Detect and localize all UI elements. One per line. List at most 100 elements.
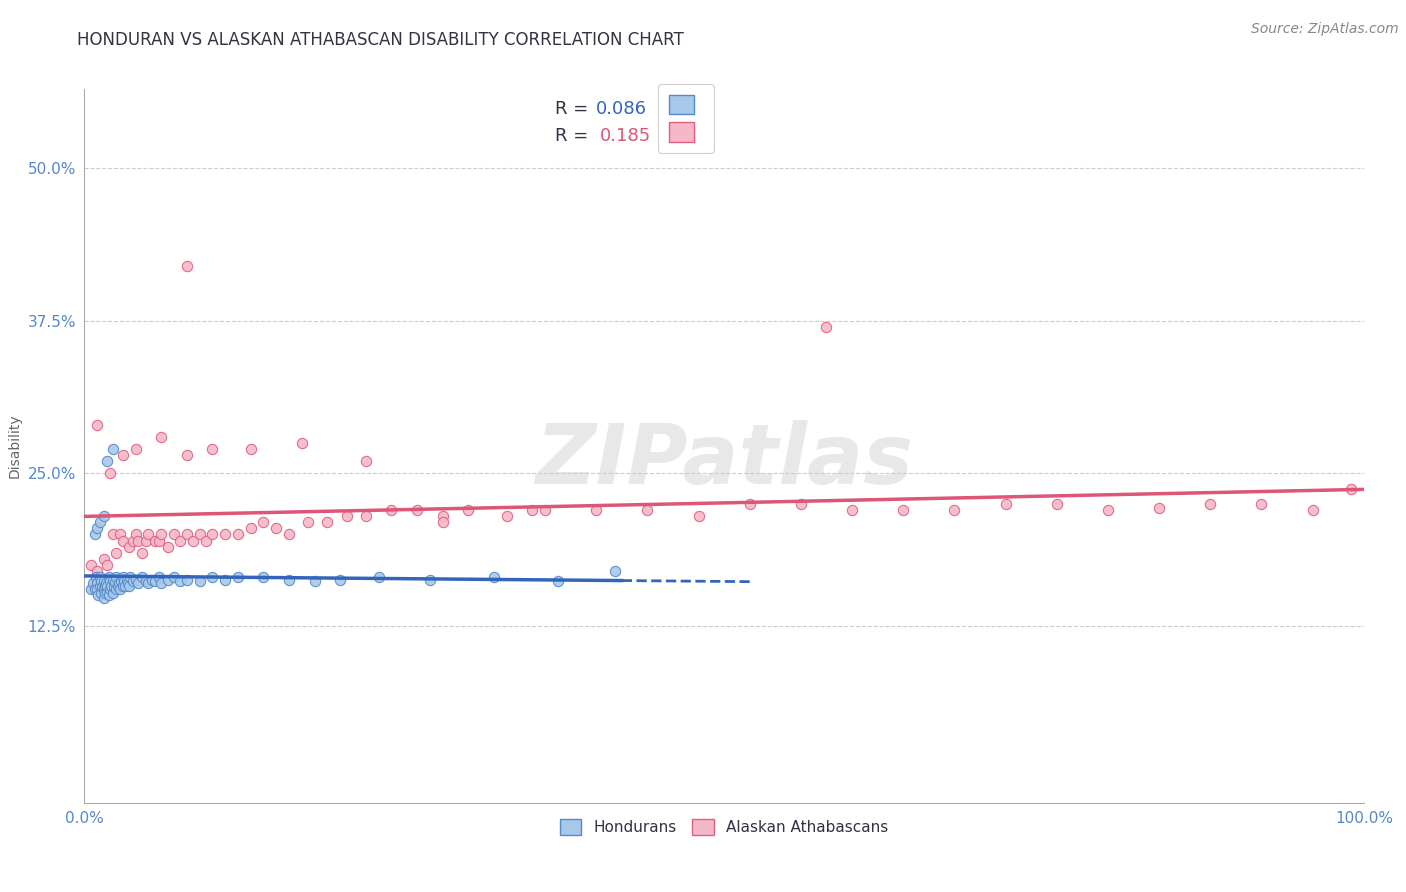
- Point: [97, 570, 120, 584]
- Point: [432, 509, 454, 524]
- Point: [107, 579, 129, 593]
- Point: [150, 527, 173, 541]
- Point: [150, 430, 173, 444]
- Point: [94, 579, 117, 593]
- Point: [943, 503, 966, 517]
- Text: ZIPatlas: ZIPatlas: [536, 420, 912, 500]
- Point: [89, 579, 111, 593]
- Point: [115, 573, 138, 587]
- Point: [83, 527, 105, 541]
- Point: [138, 576, 160, 591]
- Point: [80, 558, 103, 572]
- Point: [90, 574, 112, 588]
- Point: [80, 582, 103, 597]
- Point: [117, 576, 139, 591]
- Point: [111, 579, 134, 593]
- Point: [329, 573, 352, 587]
- Point: [97, 589, 120, 603]
- Point: [89, 515, 111, 529]
- Point: [163, 570, 186, 584]
- Point: [143, 574, 166, 588]
- Point: [163, 527, 186, 541]
- Point: [252, 570, 274, 584]
- Point: [534, 503, 557, 517]
- Text: 0.185: 0.185: [600, 127, 651, 145]
- Y-axis label: Disability: Disability: [8, 414, 22, 478]
- Point: [118, 540, 141, 554]
- Text: HONDURAN VS ALASKAN ATHABASCAN DISABILITY CORRELATION CHART: HONDURAN VS ALASKAN ATHABASCAN DISABILIT…: [77, 31, 685, 49]
- Point: [96, 558, 118, 572]
- Point: [194, 533, 217, 548]
- Point: [105, 582, 128, 597]
- Point: [110, 574, 132, 588]
- Point: [148, 533, 170, 548]
- Point: [264, 521, 288, 535]
- Point: [89, 570, 111, 584]
- Point: [291, 436, 314, 450]
- Point: [1097, 503, 1119, 517]
- Point: [815, 320, 838, 334]
- Text: R =: R =: [555, 127, 600, 145]
- Point: [176, 259, 198, 273]
- Point: [176, 448, 198, 462]
- Point: [297, 515, 319, 529]
- Point: [131, 570, 153, 584]
- Point: [93, 582, 115, 597]
- Point: [150, 576, 173, 591]
- Point: [101, 586, 124, 600]
- Point: [118, 579, 141, 593]
- Point: [98, 582, 121, 597]
- Point: [1250, 497, 1272, 511]
- Text: 0.086: 0.086: [596, 100, 647, 118]
- Point: [1302, 503, 1324, 517]
- Point: [101, 527, 124, 541]
- Point: [354, 454, 377, 468]
- Point: [94, 586, 117, 600]
- Point: [1340, 483, 1362, 497]
- Point: [86, 521, 108, 535]
- Point: [120, 570, 142, 584]
- Point: [105, 570, 128, 584]
- Point: [93, 509, 115, 524]
- Point: [148, 570, 170, 584]
- Point: [316, 515, 339, 529]
- Point: [239, 521, 262, 535]
- Legend: Hondurans, Alaskan Athabascans: Hondurans, Alaskan Athabascans: [554, 814, 894, 841]
- Point: [90, 586, 112, 600]
- Point: [93, 551, 115, 566]
- Point: [252, 515, 274, 529]
- Text: 76: 76: [690, 100, 716, 118]
- Text: Source: ZipAtlas.com: Source: ZipAtlas.com: [1251, 22, 1399, 37]
- Point: [201, 442, 224, 456]
- Point: [738, 497, 761, 511]
- Point: [278, 573, 301, 587]
- Point: [84, 570, 107, 584]
- Point: [108, 576, 131, 591]
- Point: [495, 509, 517, 524]
- Point: [112, 574, 135, 588]
- Point: [188, 574, 211, 588]
- Point: [98, 467, 121, 481]
- Point: [278, 527, 301, 541]
- Point: [214, 573, 236, 587]
- Point: [96, 579, 118, 593]
- Point: [108, 527, 131, 541]
- Point: [432, 515, 454, 529]
- Point: [585, 503, 607, 517]
- Point: [891, 503, 914, 517]
- Point: [135, 533, 157, 548]
- Point: [111, 448, 134, 462]
- Point: [111, 533, 134, 548]
- Point: [91, 580, 114, 594]
- Point: [111, 570, 134, 584]
- Point: [104, 574, 127, 589]
- Point: [1147, 500, 1170, 515]
- Point: [688, 509, 710, 524]
- Point: [124, 527, 146, 541]
- Point: [1046, 497, 1069, 511]
- Point: [419, 573, 441, 587]
- Point: [86, 564, 108, 578]
- Point: [100, 579, 122, 593]
- Text: R =: R =: [555, 100, 595, 118]
- Point: [122, 533, 145, 548]
